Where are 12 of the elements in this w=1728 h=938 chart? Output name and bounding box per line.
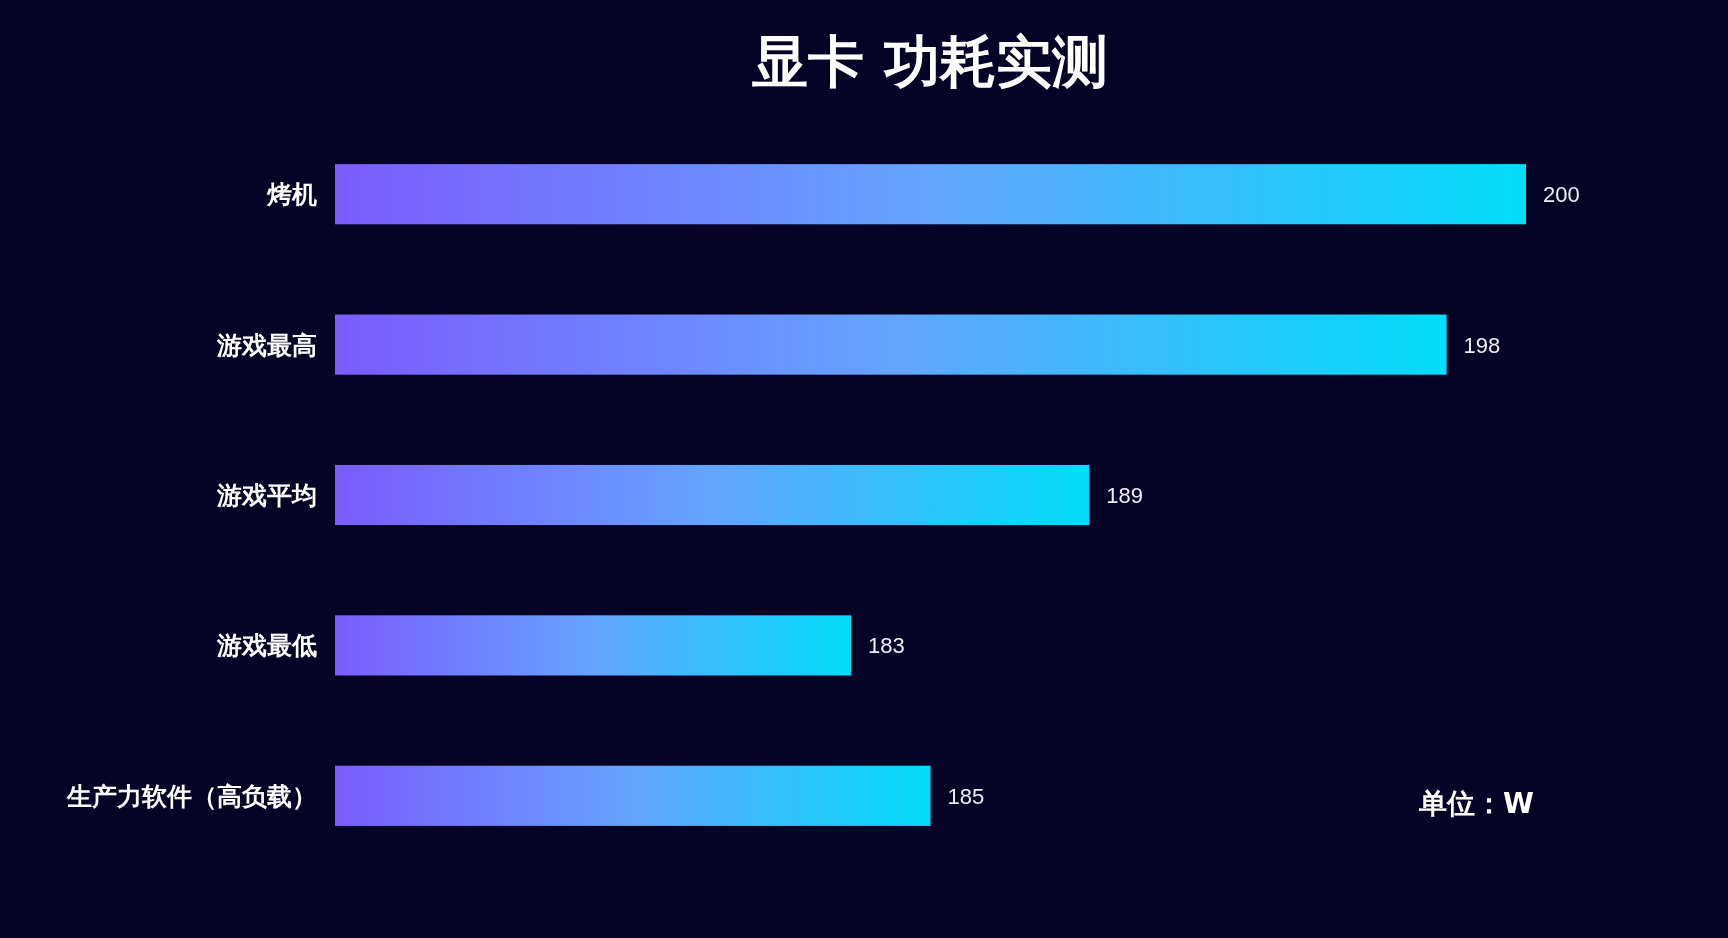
y-tick-label: 生产力软件（高负载） xyxy=(66,781,317,811)
data-label: 183 xyxy=(868,633,905,659)
data-label: 189 xyxy=(1106,483,1144,508)
annotation: 单位：W xyxy=(1418,787,1534,820)
chart-title: 显卡 功耗实测 xyxy=(752,29,1108,94)
y-tick-label: 游戏最低 xyxy=(216,631,317,661)
y-tick-label: 游戏最高 xyxy=(216,330,317,360)
y-tick-label: 烤机 xyxy=(266,180,317,210)
y-tick-label: 游戏平均 xyxy=(216,481,317,510)
data-label: 185 xyxy=(947,783,985,809)
data-label: 198 xyxy=(1463,332,1501,358)
data-label: 200 xyxy=(1543,182,1580,208)
